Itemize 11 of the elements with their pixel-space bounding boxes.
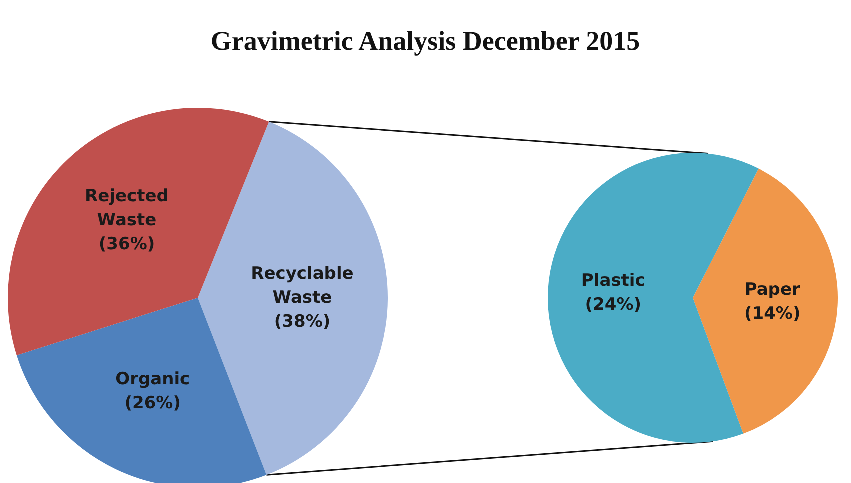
data-label: (24%) [585,294,642,315]
data-label: (26%) [124,394,181,414]
slice-label: Paper [744,280,802,300]
data-label: (38%) [274,312,331,332]
slice-label: Recyclable Waste [251,264,354,308]
chart-title: Gravimetric Analysis December 2015 [210,26,642,57]
data-label: (36%) [98,234,156,255]
slice-label: Rejected Waste [85,186,169,231]
data-label: (14%) [744,304,801,324]
slice-label: Organic [116,370,190,390]
slice-label: Plastic [581,270,646,291]
